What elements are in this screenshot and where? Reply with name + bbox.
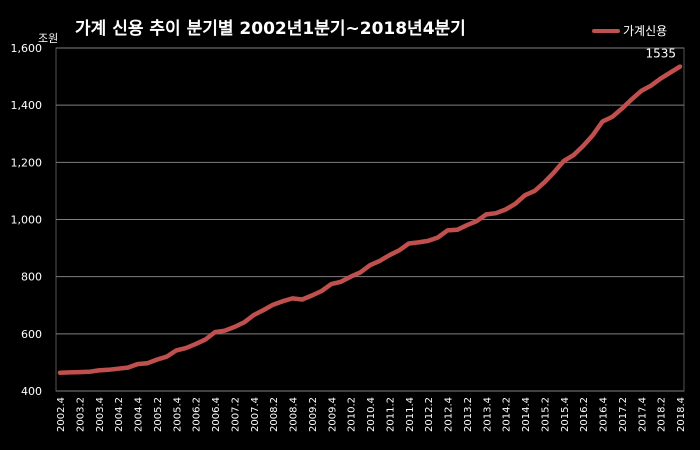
x-tick-label: 2003.4: [95, 397, 106, 432]
x-tick-label: 2007.2: [230, 397, 241, 432]
chart-title: 가계 신용 추이 분기별 2002년1분기~2018년4분기: [75, 19, 466, 39]
x-tick-label: 2015.2: [540, 397, 551, 432]
x-tick-label: 2018.2: [657, 397, 668, 432]
x-tick-label: 2006.4: [211, 397, 222, 432]
x-tick-label: 2007.4: [250, 397, 261, 432]
legend-label: 가계신용: [623, 24, 668, 38]
x-tick-label: 2013.2: [463, 397, 474, 432]
series-line-household-credit: [57, 64, 683, 375]
x-tick-label: 2011.4: [405, 397, 416, 432]
x-tick-label: 2014.2: [502, 397, 513, 432]
x-tick-label: 2005.4: [172, 397, 183, 432]
x-tick-label: 2002.4: [56, 397, 67, 432]
x-tick-label: 2005.2: [153, 397, 164, 432]
x-tick-label: 2014.4: [521, 397, 532, 432]
y-axis-unit-label: 조원: [38, 32, 59, 45]
x-tick-label: 2006.2: [192, 397, 203, 432]
x-tick-label: 2010.4: [366, 397, 377, 432]
y-tick-label: 800: [21, 271, 42, 284]
x-tick-label: 2012.2: [424, 397, 435, 432]
x-tick-label: 2009.4: [327, 397, 338, 432]
x-tick-label: 2017.2: [618, 397, 629, 432]
y-tick-label: 1,600: [11, 42, 43, 55]
x-tick-label: 2016.4: [599, 397, 610, 432]
y-tick-label: 1,200: [11, 156, 43, 169]
x-tick-label: 2008.4: [289, 397, 300, 432]
y-tick-label: 400: [21, 385, 42, 398]
x-tick-label: 2003.2: [75, 397, 86, 432]
x-tick-label: 2004.4: [134, 397, 145, 432]
x-tick-label: 2010.2: [347, 397, 358, 432]
chart-legend: 가계신용: [592, 22, 667, 39]
x-tick-label: 2016.2: [579, 397, 590, 432]
data-label: 1535: [645, 47, 676, 61]
x-tick-label: 2017.4: [637, 397, 648, 432]
x-tick-label: 2015.4: [560, 397, 571, 432]
x-tick-label: 2012.4: [444, 397, 455, 432]
y-tick-label: 1,400: [11, 99, 43, 112]
y-tick-label: 600: [21, 328, 42, 341]
legend-swatch: [592, 28, 620, 33]
x-tick-label: 2011.2: [385, 397, 396, 432]
x-tick-label: 2008.2: [269, 397, 280, 432]
x-tick-label: 2004.2: [114, 397, 125, 432]
x-tick-label: 2009.2: [308, 397, 319, 432]
x-tick-label: 2018.4: [676, 397, 687, 432]
x-tick-label: 2013.4: [482, 397, 493, 432]
y-tick-label: 1,000: [11, 214, 43, 227]
